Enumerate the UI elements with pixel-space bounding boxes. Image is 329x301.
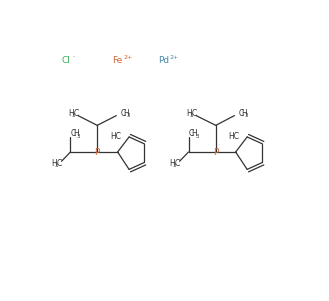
Text: C: C — [120, 109, 125, 118]
Text: H: H — [186, 109, 192, 118]
Text: 3: 3 — [127, 113, 130, 118]
Text: P: P — [213, 147, 218, 157]
Text: 3: 3 — [71, 113, 75, 118]
Text: 3: 3 — [195, 134, 199, 138]
Text: C: C — [73, 109, 79, 118]
Text: H: H — [241, 109, 247, 118]
Text: H: H — [73, 129, 79, 138]
Text: HC: HC — [110, 132, 121, 141]
Text: 3: 3 — [189, 113, 193, 118]
Text: C: C — [70, 129, 76, 138]
Text: H: H — [68, 109, 74, 118]
Text: 3: 3 — [55, 163, 58, 168]
Text: 2+: 2+ — [170, 54, 179, 60]
Text: P: P — [94, 147, 100, 157]
Text: 2+: 2+ — [124, 54, 133, 60]
Text: C: C — [191, 109, 197, 118]
Text: H: H — [123, 109, 129, 118]
Text: C: C — [175, 159, 180, 168]
Text: 3: 3 — [77, 134, 81, 138]
Text: -: - — [235, 130, 238, 135]
Text: H: H — [169, 159, 175, 168]
Text: Pd: Pd — [159, 56, 169, 65]
Text: 3: 3 — [173, 163, 176, 168]
Text: C: C — [57, 159, 62, 168]
Text: Cl: Cl — [62, 56, 70, 65]
Text: -: - — [117, 130, 119, 135]
Text: C: C — [238, 109, 243, 118]
Text: 3: 3 — [245, 113, 248, 118]
Text: H: H — [191, 129, 197, 138]
Text: C: C — [189, 129, 194, 138]
Text: -: - — [73, 54, 75, 60]
Text: HC: HC — [228, 132, 239, 141]
Text: Fe: Fe — [113, 56, 123, 65]
Text: H: H — [51, 159, 57, 168]
